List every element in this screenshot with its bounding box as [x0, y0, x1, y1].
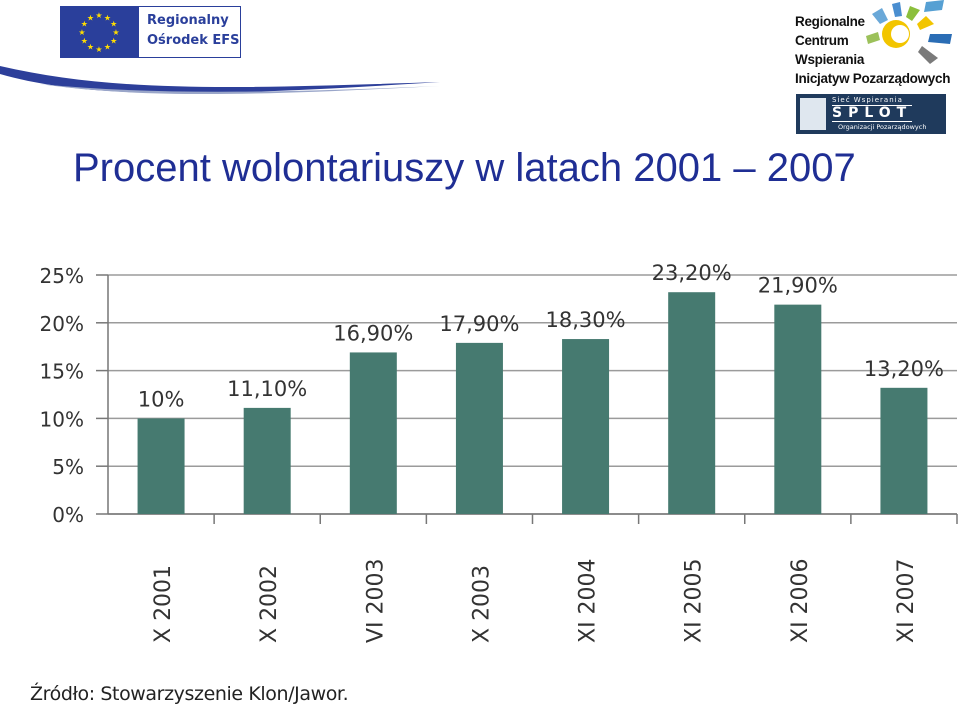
- x-tick-label: XI 2007: [894, 558, 919, 643]
- rc-logo-line1: Regionalne: [795, 14, 865, 29]
- data-label: 13,20%: [864, 357, 944, 381]
- eu-star-icon: ★: [95, 45, 102, 54]
- eu-star-icon: ★: [110, 20, 117, 29]
- eu-logo-line1: Regionalny: [147, 13, 229, 28]
- x-tick-label: XI 2006: [788, 558, 813, 643]
- bar: [880, 387, 928, 514]
- rc-logo-line2: Centrum: [795, 33, 849, 48]
- eu-star-icon: ★: [78, 28, 85, 37]
- page-title: Procent wolontariuszy w latach 2001 – 20…: [73, 146, 856, 190]
- eu-star-icon: ★: [87, 13, 94, 22]
- eu-star-icon: ★: [110, 37, 117, 46]
- splot-logo-line3: Organizacji Pozarządowych: [838, 123, 927, 131]
- eu-star-icon: ★: [81, 20, 88, 29]
- eu-star-icon: ★: [95, 11, 102, 20]
- eu-efs-logo: ★ ★ ★ ★ ★ ★ ★ ★ ★ ★ ★ ★ Regionalny Ośrodek EFS: [60, 6, 241, 58]
- eu-star-icon: ★: [81, 37, 88, 46]
- data-label: 16,90%: [333, 321, 413, 345]
- x-tick-label: X 2003: [469, 565, 494, 643]
- bar: [562, 339, 610, 514]
- source-note: Źródło: Stowarzyszenie Klon/Jawor.: [30, 683, 349, 705]
- y-tick-label: 15%: [40, 360, 84, 384]
- eu-star-icon: ★: [87, 43, 94, 52]
- x-tick-label: XI 2005: [682, 558, 707, 643]
- bar-chart: 0% 5% 10% 15% 20% 25% 10% X 2001 11,10% X 2002 16,…: [40, 261, 958, 643]
- bar: [349, 352, 397, 514]
- header-swoosh: [0, 66, 440, 95]
- x-tick-label: X 2002: [257, 565, 282, 643]
- rc-logo-line3: Wspierania: [795, 52, 865, 67]
- eu-logo-text: Regionalny Ośrodek EFS: [138, 6, 241, 58]
- splot-emblem-icon: [800, 98, 826, 130]
- eu-star-icon: ★: [104, 13, 111, 22]
- bar: [455, 342, 503, 514]
- splot-logo: Sieć Wspierania SPLOT Organizacji Pozarz…: [796, 94, 946, 134]
- x-tick-label: VI 2003: [363, 558, 388, 643]
- bar: [137, 418, 185, 514]
- data-label: 10%: [138, 387, 185, 411]
- bar: [668, 292, 716, 514]
- bar: [774, 304, 822, 514]
- y-tick-label: 5%: [52, 455, 84, 479]
- y-tick-label: 0%: [52, 503, 84, 527]
- data-label: 23,20%: [652, 261, 732, 285]
- splot-logo-line2: SPLOT: [832, 105, 913, 122]
- x-tick-label: X 2001: [151, 565, 176, 643]
- eu-star-icon: ★: [104, 43, 111, 52]
- data-label: 17,90%: [439, 312, 519, 336]
- data-label: 21,90%: [758, 274, 838, 298]
- y-tick-label: 25%: [40, 264, 84, 288]
- data-label: 11,10%: [227, 377, 307, 401]
- splot-logo-line1: Sieć Wspierania: [832, 96, 903, 104]
- eu-logo-line2: Ośrodek EFS: [147, 33, 240, 48]
- y-tick-label: 10%: [40, 407, 84, 431]
- y-tick-label: 20%: [40, 312, 84, 336]
- x-tick-label: XI 2004: [576, 558, 601, 643]
- bar: [243, 407, 291, 514]
- data-label: 18,30%: [546, 308, 626, 332]
- rc-logo-line4: Inicjatyw Pozarządowych: [795, 71, 951, 86]
- eu-flag-icon: ★ ★ ★ ★ ★ ★ ★ ★ ★ ★ ★ ★: [60, 6, 138, 58]
- regional-centre-logo: Regionalne Centrum Wspierania Inicjatyw …: [795, 12, 955, 94]
- eu-star-icon: ★: [112, 28, 119, 37]
- sun-rays-icon: [866, 0, 952, 64]
